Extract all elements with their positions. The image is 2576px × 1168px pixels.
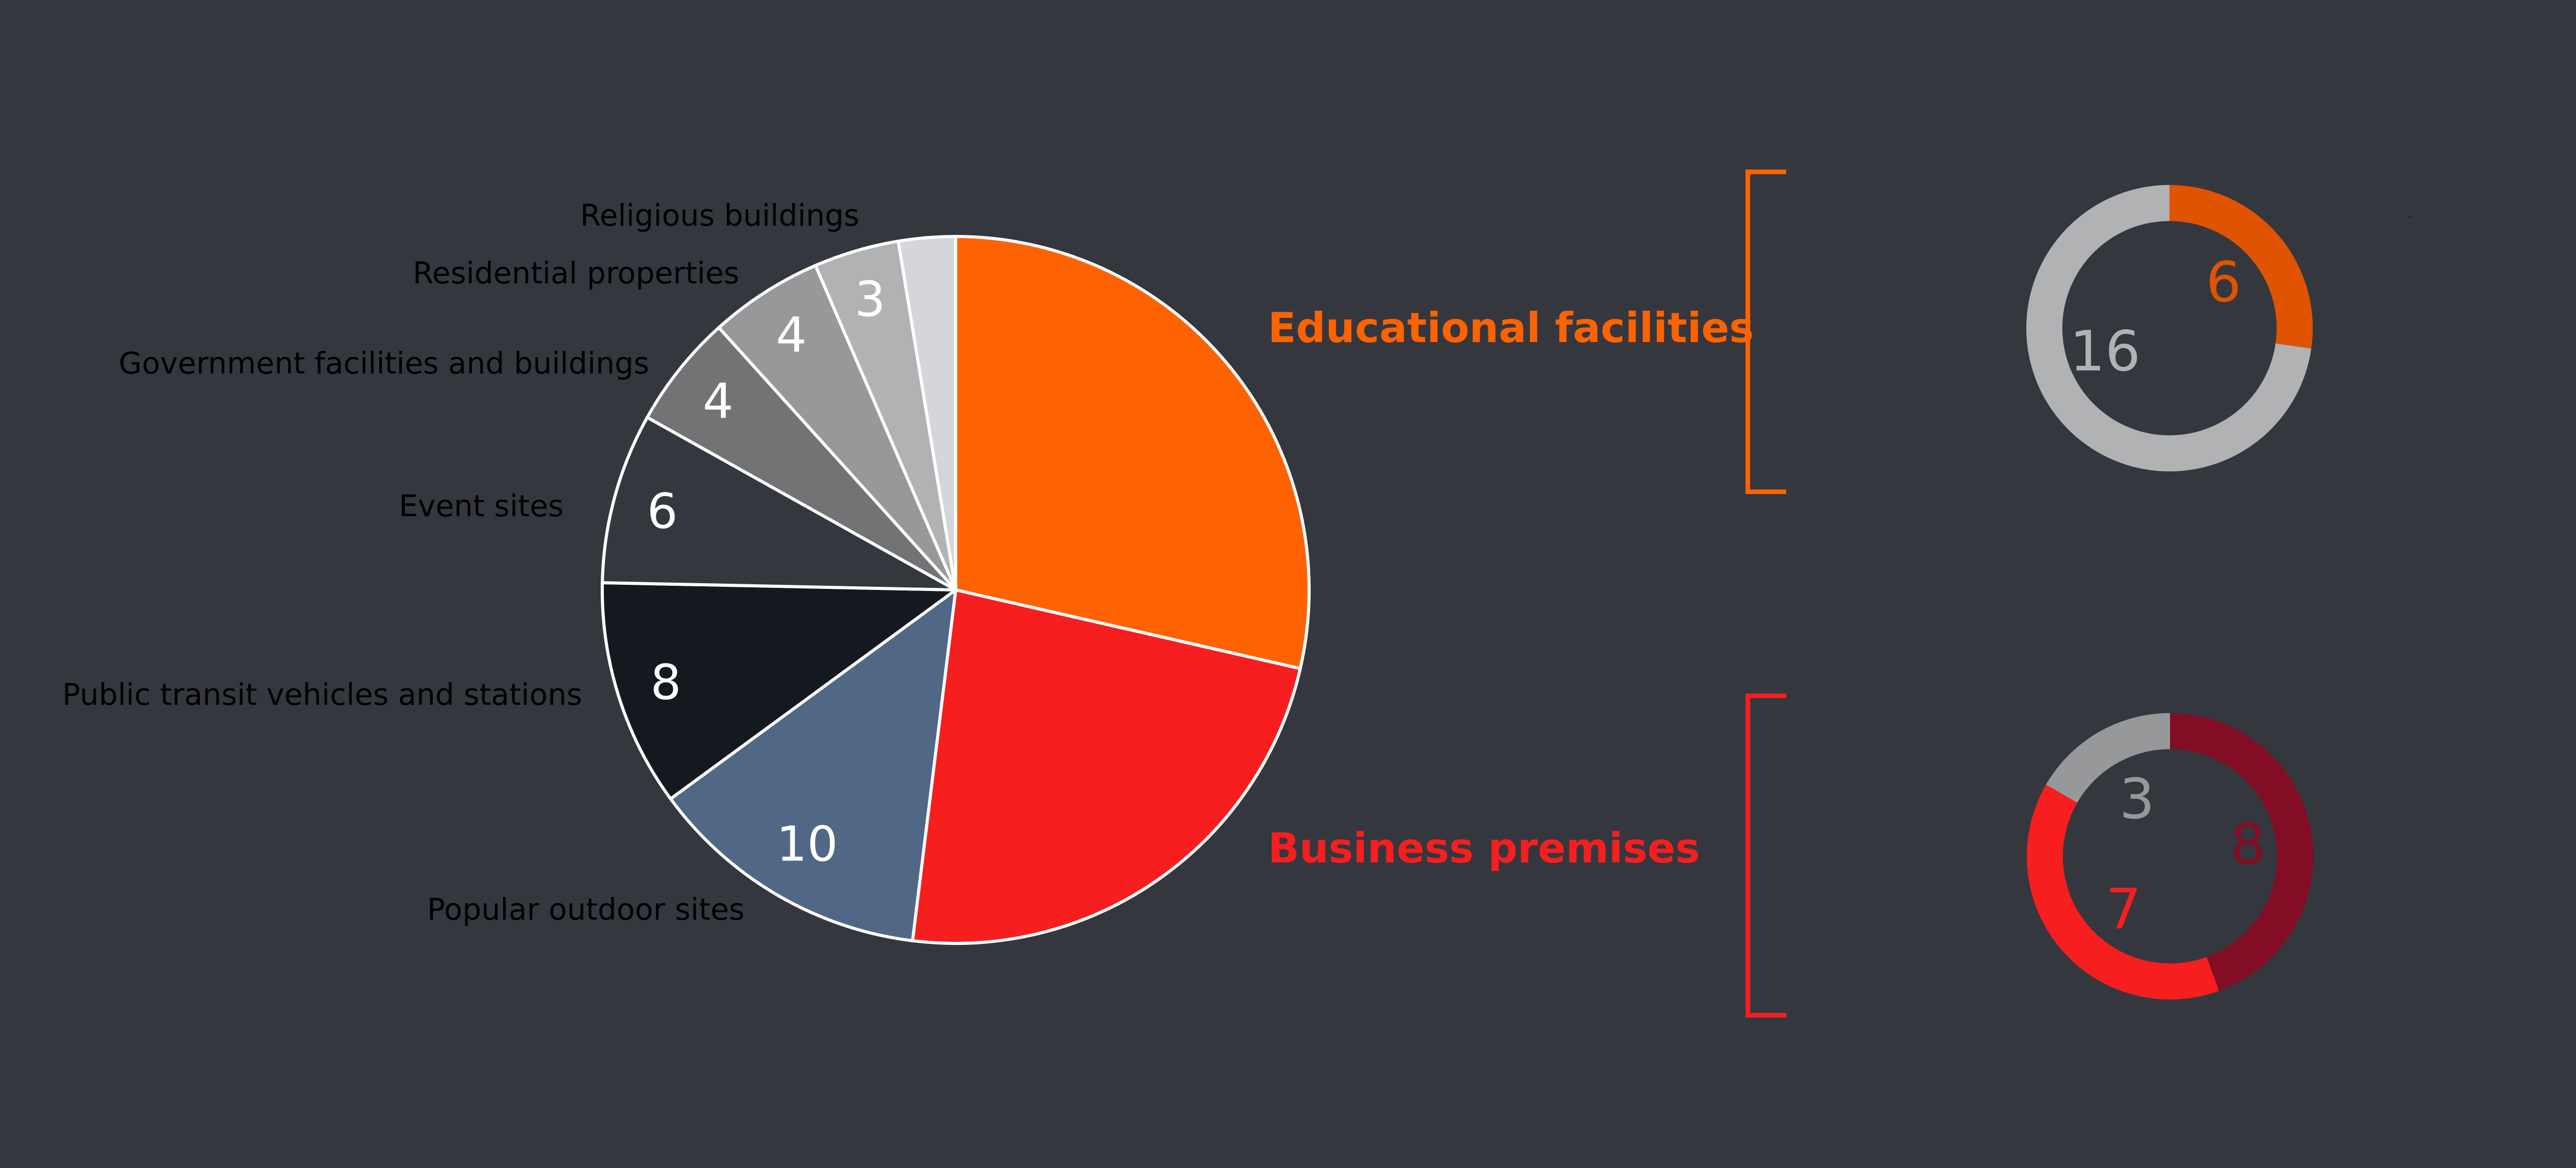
main-pie-chart [601, 235, 1311, 945]
donut-segment-dark [2170, 713, 2314, 991]
pie-category-labels: Religious buildings Residential properti… [62, 198, 859, 927]
donut1-value-highlight: 6 [2206, 250, 2242, 315]
donut2-value-other: 3 [2120, 767, 2155, 832]
pie-slice-unlabeled-8 [896, 235, 957, 591]
pie-value-residential-properties: 4 [776, 308, 807, 364]
donut1-value-rest: 16 [2070, 319, 2140, 384]
donut2-value-bright: 7 [2106, 877, 2142, 942]
artifact-dot [2409, 216, 2411, 218]
bracket-educational [1745, 170, 1786, 494]
donut-educational-facilities [2026, 185, 2313, 471]
pie-value-event-sites: 6 [647, 483, 678, 539]
pie-slice-business-premises [911, 588, 1302, 945]
group-label-educational-facilities: Educational facilities [1268, 304, 1754, 352]
donut-segment-other [2046, 713, 2170, 803]
label-religious-buildings: Religious buildings [580, 198, 859, 233]
pie-value-public-transit-vehicles-and-stations: 8 [651, 655, 682, 711]
label-government-facilities: Government facilities and buildings [118, 346, 649, 381]
donut-segment-bright [2027, 785, 2219, 1000]
pie-value-government-facilities-and-buildings: 4 [703, 374, 734, 430]
pie-value-religious-buildings: 3 [855, 272, 886, 328]
donut2-value-dark: 8 [2230, 812, 2266, 877]
pie-slice-event-sites [601, 416, 957, 591]
label-public-transit: Public transit vehicles and stations [62, 677, 582, 712]
pie-slice-educational-facilities [954, 235, 1311, 670]
pie-value-popular-outdoor-sites: 10 [776, 817, 838, 873]
label-residential-properties: Residential properties [413, 256, 739, 291]
pie-slice-public-transit-vehicles-and-stations [601, 581, 957, 801]
group-label-business-premises: Business premises [1268, 824, 1700, 872]
pie-slice-popular-outdoor-sites [669, 588, 957, 942]
bracket-business [1745, 693, 1786, 1018]
label-popular-outdoor-sites: Popular outdoor sites [427, 892, 744, 927]
pie-slice-government-facilities-and-buildings [646, 326, 957, 591]
donut-business-premises [2027, 713, 2314, 1000]
label-event-sites: Event sites [399, 488, 564, 523]
donut-segment-highlight [2170, 185, 2313, 349]
pie-slice-residential-properties [717, 264, 957, 591]
